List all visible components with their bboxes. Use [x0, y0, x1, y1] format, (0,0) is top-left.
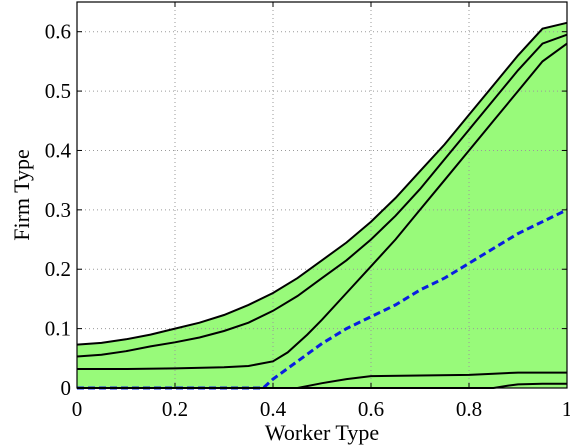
y-tick-label: 0.2 — [45, 257, 71, 281]
x-tick-label: 0.4 — [260, 397, 287, 421]
x-tick-label: 0.6 — [358, 397, 384, 421]
x-axis-label: Worker Type — [265, 420, 379, 445]
feasible-region-fill — [77, 22, 567, 389]
series-line-2 — [76, 33, 568, 358]
x-tick-label: 0 — [72, 397, 83, 421]
grid — [77, 2, 567, 388]
series-line-3 — [77, 42, 568, 370]
y-tick-labels: 0 0.1 0.2 0.3 0.4 0.5 0.6 — [45, 20, 72, 400]
x-tick-labels: 0 0.2 0.4 0.6 0.8 1 — [72, 397, 570, 421]
y-tick-label: 0 — [61, 376, 72, 400]
x-tick-label: 0.2 — [162, 397, 188, 421]
series-line-1 — [76, 21, 568, 346]
y-tick-label: 0.3 — [45, 198, 71, 222]
y-tick-label: 0.1 — [45, 317, 71, 341]
y-tick-label: 0.4 — [45, 138, 72, 162]
plot-frame — [76, 1, 568, 389]
y-tick-label: 0.6 — [45, 20, 71, 44]
feasible-region — [77, 22, 567, 389]
y-tick-label: 0.5 — [45, 79, 71, 103]
x-tick-label: 0.8 — [456, 397, 482, 421]
x-tick-label: 1 — [562, 397, 570, 421]
ticks — [76, 2, 568, 389]
y-axis-label: Firm Type — [9, 149, 34, 241]
